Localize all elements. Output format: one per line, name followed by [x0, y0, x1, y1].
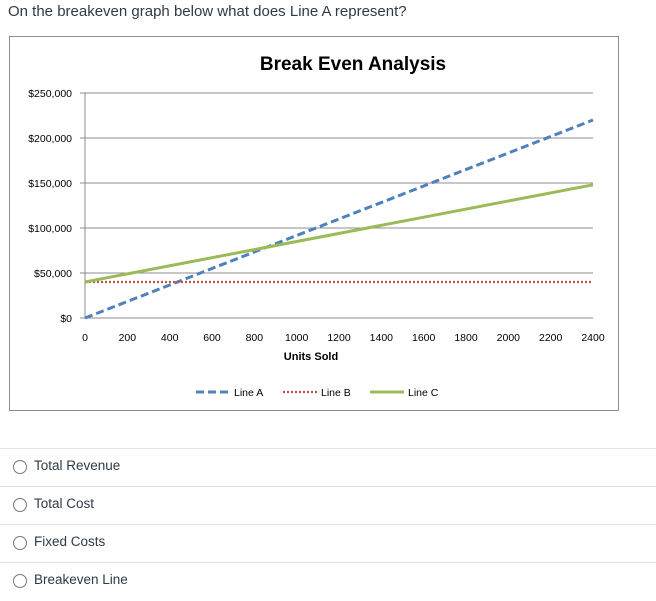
answer-label: Total Revenue — [34, 458, 121, 473]
radio-button[interactable] — [13, 574, 27, 588]
x-axis-label: Units Sold — [284, 351, 338, 363]
y-tick-label: $200,000 — [28, 133, 72, 145]
answer-label: Breakeven Line — [34, 572, 128, 587]
x-tick-label: 1600 — [412, 332, 436, 344]
answer-list: Total Revenue Total Cost Fixed Costs Bre… — [0, 448, 656, 600]
x-tick-label: 600 — [203, 332, 221, 344]
y-tick-label: $250,000 — [28, 88, 72, 100]
x-tick-label: 200 — [119, 332, 137, 344]
y-tick-label: $150,000 — [28, 178, 72, 190]
answer-option-breakeven-line[interactable]: Breakeven Line — [0, 562, 656, 600]
x-tick-label: 0 — [82, 332, 88, 344]
y-tick-label: $50,000 — [34, 268, 72, 280]
radio-button[interactable] — [13, 536, 27, 550]
answer-option-fixed-costs[interactable]: Fixed Costs — [0, 524, 656, 562]
legend-label: Line B — [321, 387, 351, 399]
legend-label: Line C — [408, 387, 439, 399]
y-tick-label: $100,000 — [28, 223, 72, 235]
answer-label: Fixed Costs — [34, 534, 106, 549]
radio-button[interactable] — [13, 460, 27, 474]
x-tick-label: 1000 — [285, 332, 309, 344]
x-tick-label: 1200 — [327, 332, 351, 344]
question-text: On the breakeven graph below what does L… — [8, 3, 407, 20]
break-even-chart: Break Even Analysis $0 $50,000 $100,000 $150… — [28, 54, 605, 399]
legend-label: Line A — [234, 387, 263, 399]
answer-option-total-revenue[interactable]: Total Revenue — [0, 448, 656, 486]
x-tick-label: 2000 — [497, 332, 521, 344]
series-line-line-c — [84, 183, 594, 284]
chart-frame: Break Even Analysis $0 $50,000 $100,000 $150… — [9, 36, 619, 411]
radio-button[interactable] — [13, 498, 27, 512]
series-line-line-a — [84, 118, 594, 320]
answer-label: Total Cost — [34, 496, 95, 511]
y-tick-label: $0 — [60, 313, 72, 325]
chart-title: Break Even Analysis — [260, 54, 446, 75]
answer-option-total-cost[interactable]: Total Cost — [0, 486, 656, 524]
x-tick-label: 2400 — [581, 332, 605, 344]
x-tick-label: 800 — [246, 332, 264, 344]
x-tick-label: 2200 — [539, 332, 563, 344]
x-tick-label: 1800 — [454, 332, 478, 344]
x-tick-label: 1400 — [370, 332, 394, 344]
x-tick-label: 400 — [161, 332, 179, 344]
